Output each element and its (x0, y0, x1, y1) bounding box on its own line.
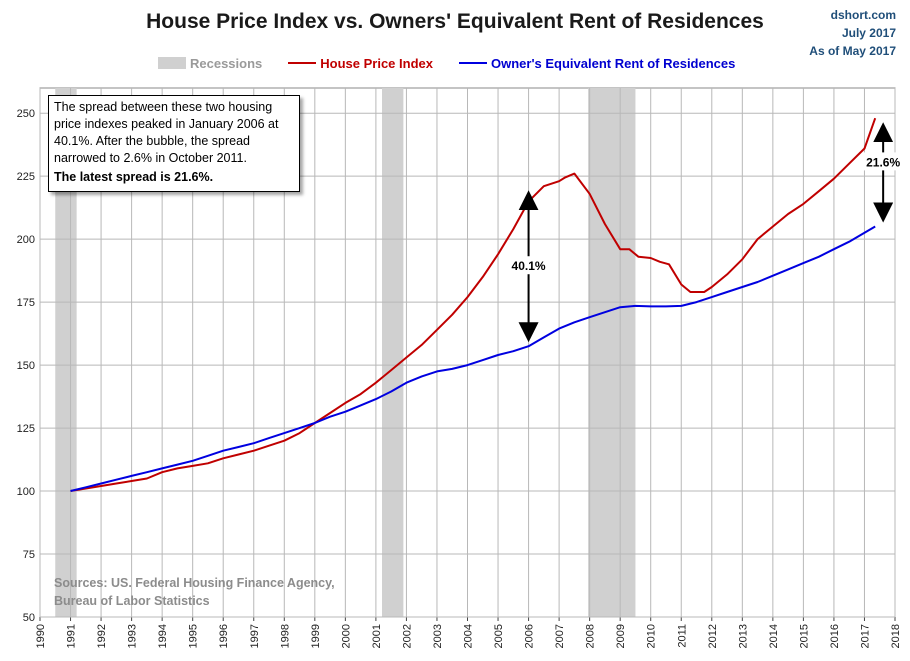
x-tick-label: 1992 (96, 624, 108, 648)
x-tick-label: 1997 (249, 624, 261, 648)
x-tick-label: 2009 (615, 624, 627, 648)
x-tick-label: 1993 (127, 624, 139, 648)
x-tick-label: 2000 (340, 624, 352, 648)
x-tick-label: 2006 (524, 624, 536, 648)
x-tick-label: 2013 (737, 624, 749, 648)
y-tick-label: 150 (17, 360, 35, 372)
y-tick-label: 175 (17, 297, 35, 309)
x-tick-label: 1990 (35, 624, 47, 648)
annotation-text: The spread between these two housing pri… (54, 100, 279, 165)
x-tick-label: 2005 (493, 624, 505, 648)
annotation-box: The spread between these two housing pri… (48, 95, 300, 192)
sources-line-2: Bureau of Labor Statistics (54, 594, 210, 608)
spread-label: 21.6% (866, 155, 900, 169)
x-tick-label: 2018 (890, 624, 902, 648)
legend-swatch-oer (458, 62, 487, 64)
y-tick-label: 200 (17, 234, 35, 246)
x-tick-label: 1996 (218, 624, 230, 648)
x-tick-label: 2011 (676, 624, 688, 648)
legend-item-hpi: House Price Index (288, 56, 433, 71)
legend-label-hpi: House Price Index (320, 55, 433, 71)
y-tick-label: 250 (17, 108, 35, 120)
y-tick-label: 50 (23, 612, 35, 624)
recession-band (588, 88, 636, 617)
x-tick-label: 2014 (768, 624, 780, 648)
x-tick-label: 2001 (371, 624, 383, 648)
legend-item-oer: Owner's Equivalent Rent of Residences (458, 55, 736, 71)
y-tick-label: 100 (17, 486, 35, 498)
credit-date: July 2017 (841, 26, 896, 40)
chart-title: House Price Index vs. Owners' Equivalent… (146, 10, 764, 33)
annotation-latest-spread: The latest spread is 21.6%. (54, 170, 214, 184)
y-tick-label: 125 (17, 423, 35, 435)
x-tick-label: 2004 (463, 624, 475, 648)
spread-label-background (507, 256, 550, 275)
sources-note: Sources: US. Federal Housing Finance Age… (54, 574, 335, 610)
sources-line-1: Sources: US. Federal Housing Finance Age… (54, 576, 335, 590)
x-tick-label: 2002 (401, 624, 413, 648)
x-tick-label: 2017 (859, 624, 871, 648)
x-tick-label: 2015 (798, 624, 810, 648)
legend-item-recessions: Recessions (158, 56, 262, 71)
x-tick-label: 1995 (188, 624, 200, 648)
x-tick-label: 1994 (157, 624, 169, 648)
credit-as-of: As of May 2017 (809, 44, 896, 58)
spread-label-background (862, 152, 905, 171)
x-tick-label: 2003 (432, 624, 444, 648)
recession-band (382, 88, 404, 617)
series-line-oer (70, 225, 876, 492)
y-tick-label: 75 (23, 549, 35, 561)
x-tick-label: 2010 (646, 624, 658, 648)
legend-swatch-hpi (288, 62, 317, 64)
recession-band (55, 88, 77, 617)
spread-label: 40.1% (512, 259, 546, 273)
x-tick-label: 2012 (707, 624, 719, 648)
legend-label-recessions: Recessions (190, 55, 263, 71)
legend-label-oer: Owner's Equivalent Rent of Residences (490, 55, 736, 71)
y-tick-label: 225 (17, 171, 35, 183)
x-tick-label: 1999 (310, 624, 322, 648)
x-tick-label: 2007 (554, 624, 566, 648)
legend-swatch-recessions (158, 57, 186, 69)
credit-site: dshort.com (830, 8, 896, 22)
x-tick-label: 2016 (829, 624, 841, 648)
x-tick-label: 2008 (585, 624, 597, 648)
x-tick-label: 1991 (66, 624, 78, 648)
x-tick-label: 1998 (279, 624, 291, 648)
chart-legend: Recessions House Price Index Owner's Equ… (158, 54, 761, 72)
series-line-hpi (70, 117, 877, 492)
